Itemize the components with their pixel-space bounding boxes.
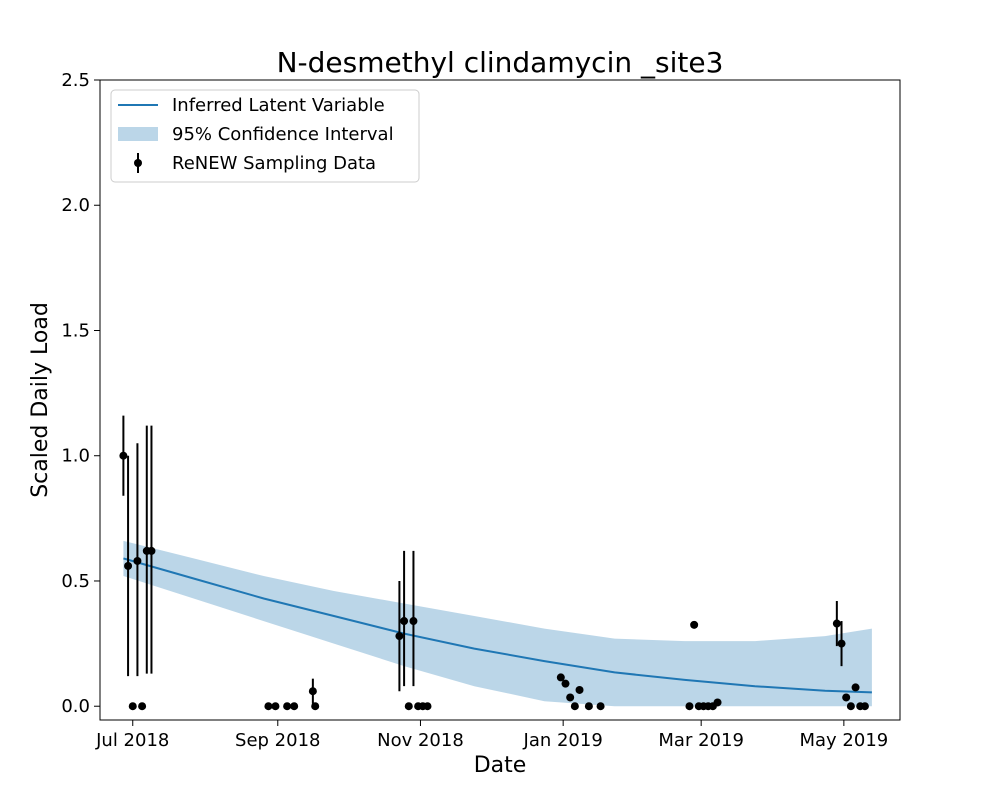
y-tick-label: 0.5	[61, 571, 90, 592]
legend: Inferred Latent Variable 95% Confidence …	[110, 89, 420, 183]
chart-title: N-desmethyl clindamycin _site3	[277, 46, 724, 79]
legend-label-latent: Inferred Latent Variable	[172, 95, 385, 116]
data-point	[584, 702, 593, 711]
data-point	[271, 702, 280, 711]
data-point	[832, 619, 841, 628]
data-point	[713, 698, 722, 707]
y-tick-label: 2.5	[61, 70, 90, 91]
data-point	[138, 702, 147, 711]
data-point	[690, 620, 699, 629]
data-point	[124, 561, 133, 570]
x-tick-label: May 2019	[799, 730, 888, 751]
data-point	[596, 702, 605, 711]
y-tick-label: 1.5	[61, 320, 90, 341]
x-axis-ticks: Jul 2018 Sep 2018 Nov 2018 Jan 2019 Mar 2019…	[95, 720, 888, 751]
data-point	[837, 639, 846, 648]
data-point	[395, 632, 404, 641]
y-tick-label: 2.0	[61, 195, 90, 216]
data-point	[409, 617, 418, 626]
x-tick-label: Jul 2018	[95, 730, 169, 751]
data-point	[851, 683, 860, 692]
data-point	[846, 702, 855, 711]
latent-variable-line	[123, 557, 872, 694]
x-tick-label: Jan 2019	[523, 730, 603, 751]
data-point	[147, 546, 156, 555]
data-point	[308, 687, 317, 696]
x-tick-label: Nov 2018	[377, 730, 464, 751]
legend-label-ci: 95% Confidence Interval	[172, 124, 394, 145]
y-axis-ticks: 0.0 0.5 1.0 1.5 2.0 2.5	[61, 70, 100, 717]
data-point	[283, 702, 292, 711]
data-point	[566, 693, 575, 702]
data-point	[570, 702, 579, 711]
data-point	[423, 702, 432, 711]
legend-band-swatch	[118, 127, 158, 141]
y-tick-label: 0.0	[61, 696, 90, 717]
plot-area	[119, 415, 872, 711]
sampling-data-points	[119, 415, 869, 711]
data-point	[400, 617, 409, 626]
data-point	[290, 702, 299, 711]
data-point	[311, 702, 320, 711]
y-tick-label: 1.0	[61, 446, 90, 467]
axes-frame	[99, 79, 901, 721]
y-axis-label: Scaled Daily Load	[28, 302, 53, 498]
data-point	[842, 693, 851, 702]
x-tick-label: Sep 2018	[235, 730, 320, 751]
legend-label-sampling: ReNEW Sampling Data	[172, 153, 376, 174]
x-axis-label: Date	[474, 753, 527, 778]
data-point	[404, 702, 413, 711]
data-point	[575, 685, 584, 694]
data-point	[556, 673, 565, 682]
data-point	[561, 679, 570, 688]
confidence-interval-band	[123, 540, 872, 707]
data-point	[128, 702, 137, 711]
legend-box	[110, 89, 420, 183]
data-point	[133, 556, 142, 565]
data-point	[264, 702, 273, 711]
data-point	[119, 451, 128, 460]
legend-point-swatch	[134, 159, 142, 167]
x-tick-label: Mar 2019	[658, 730, 744, 751]
data-point	[685, 702, 694, 711]
data-point	[860, 702, 869, 711]
